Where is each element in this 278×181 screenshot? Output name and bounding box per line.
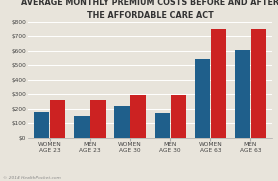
Bar bbox=[211, 29, 226, 138]
Bar bbox=[115, 106, 130, 138]
Bar bbox=[195, 59, 210, 138]
Bar bbox=[34, 112, 49, 138]
Text: © 2014 HealthPocket.com: © 2014 HealthPocket.com bbox=[3, 176, 61, 180]
Bar bbox=[130, 95, 146, 138]
Bar bbox=[171, 95, 186, 138]
Title: AVERAGE MONTHLY PREMIUM COSTS BEFORE AND AFTER
THE AFFORDABLE CARE ACT: AVERAGE MONTHLY PREMIUM COSTS BEFORE AND… bbox=[21, 0, 278, 20]
Bar bbox=[74, 116, 90, 138]
Bar bbox=[50, 100, 66, 138]
Bar bbox=[235, 50, 250, 138]
Bar bbox=[251, 29, 266, 138]
Bar bbox=[155, 113, 170, 138]
Bar bbox=[90, 100, 106, 138]
